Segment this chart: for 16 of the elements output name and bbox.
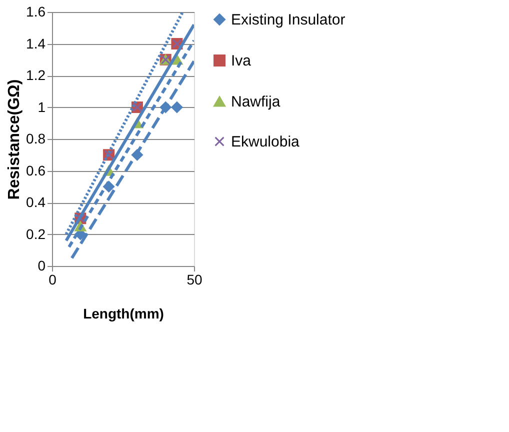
y-tick-label: 1.6 [26,4,46,20]
y-tick-label: 1.4 [26,35,46,52]
y-tick-label: 0.4 [26,194,46,210]
x-tick-label: 50 [186,272,202,288]
legend-label: Iva [231,52,252,70]
legend-label: Existing Insulator [231,12,346,28]
y-axis-title: Resistance(GΩ) [6,79,24,200]
y-tick-label: 0.8 [26,130,46,146]
x-axis-title: Length(mm) [83,306,164,322]
y-tick-label: 0 [38,258,46,274]
y-tick-label: 1.2 [26,67,46,83]
y-tick-label: 0.6 [26,162,46,178]
legend-label: Nawfija [231,94,281,110]
y-tick-label: 1 [38,98,46,115]
y-tick-label: 0.2 [26,226,46,242]
legend-label: Ekwulobia [231,134,300,150]
